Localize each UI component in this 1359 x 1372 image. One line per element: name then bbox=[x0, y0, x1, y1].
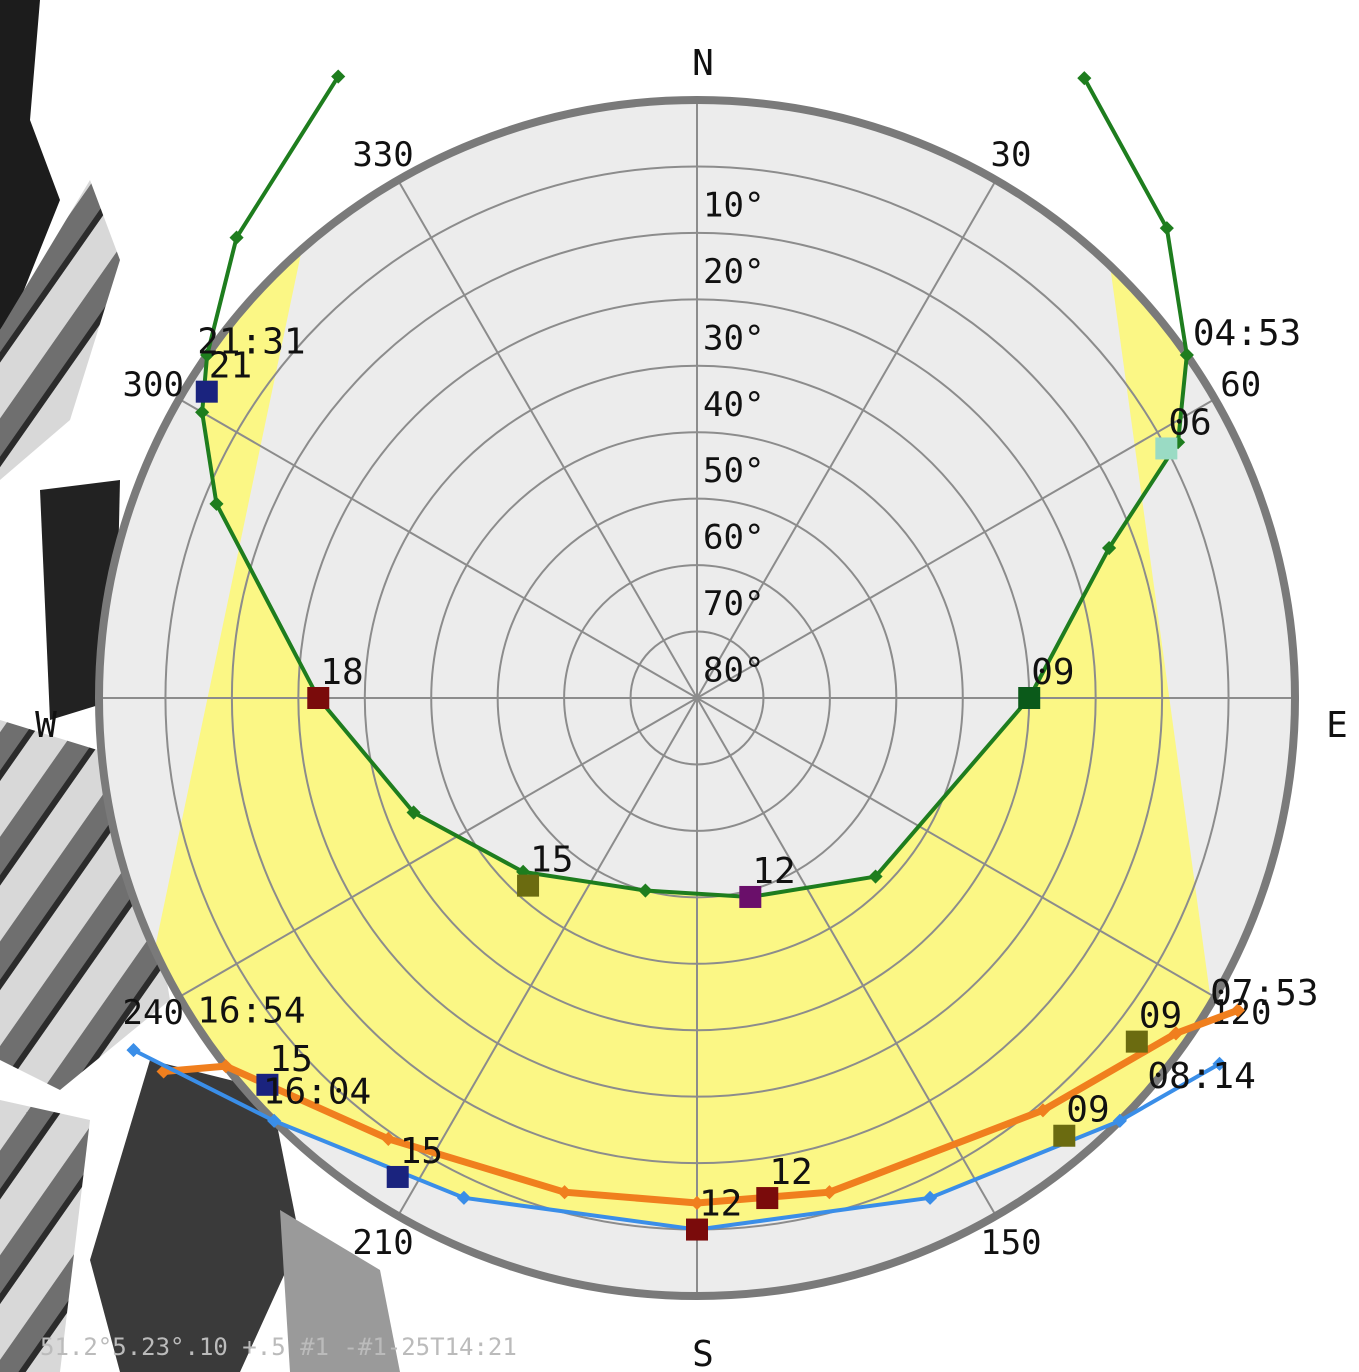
path-vertex bbox=[209, 496, 224, 511]
daylight-band bbox=[133, 100, 1220, 1230]
path-vertex bbox=[381, 1131, 396, 1146]
hour-label: 09 bbox=[1031, 652, 1074, 693]
hour-label: 18 bbox=[320, 652, 363, 693]
azimuth-label: 60 bbox=[1220, 365, 1261, 405]
hour-marker bbox=[386, 1165, 409, 1188]
hour-label: 09 bbox=[1066, 1090, 1109, 1131]
path-vertex bbox=[267, 1113, 282, 1128]
hour-marker bbox=[1125, 1030, 1148, 1053]
azimuth-label: 240 bbox=[123, 993, 184, 1033]
cardinal-east: E bbox=[1326, 705, 1348, 746]
elevation-label: 40° bbox=[703, 385, 764, 425]
azimuth-label: 150 bbox=[980, 1223, 1041, 1263]
azimuth-spoke bbox=[178, 398, 698, 699]
hour-label: 06 bbox=[1168, 402, 1211, 443]
path-vertex bbox=[195, 405, 210, 420]
path-vertex bbox=[456, 1190, 472, 1205]
hour-marker bbox=[256, 1073, 279, 1096]
hour-marker bbox=[1018, 687, 1041, 709]
event-time-label: 04:53 bbox=[1193, 313, 1301, 354]
plot-rim bbox=[95, 96, 1299, 1300]
path-vertex bbox=[822, 1185, 837, 1200]
hour-label: 12 bbox=[699, 1184, 742, 1225]
azimuth-spoke bbox=[397, 697, 698, 1217]
hour-marker bbox=[1155, 437, 1178, 460]
hour-marker bbox=[195, 380, 218, 403]
daylight-band-layer bbox=[133, 100, 1220, 1230]
hour-label: 12 bbox=[752, 851, 795, 892]
footer-text: 51.2°5.23°.10 +.5 #1 -#1-25T14:21 bbox=[40, 1333, 517, 1361]
elevation-label: 30° bbox=[703, 318, 764, 358]
azimuth-spoke bbox=[696, 697, 1216, 998]
elevation-label: 50° bbox=[703, 451, 764, 491]
azimuth-labels: 3060120150210240300330 bbox=[123, 135, 1272, 1263]
path-vertex bbox=[638, 883, 653, 898]
azimuth-spoke bbox=[696, 179, 997, 699]
elevation-labels: 10° 20° 30° 40° 50° 60° 70° 80° bbox=[703, 185, 764, 690]
path-vertex bbox=[1112, 1113, 1127, 1128]
elevation-label: 80° bbox=[703, 651, 764, 691]
path-vertex bbox=[200, 347, 215, 363]
path-vertex bbox=[1159, 221, 1174, 236]
hour-label: 15 bbox=[530, 840, 573, 881]
hour-marker bbox=[1053, 1124, 1076, 1147]
hour-label: 09 bbox=[1139, 996, 1182, 1037]
elevation-label: 20° bbox=[703, 252, 764, 292]
path-vertex bbox=[1102, 540, 1117, 556]
path-vertex bbox=[218, 1059, 233, 1074]
path-vertex bbox=[557, 1185, 572, 1200]
path-vertex bbox=[331, 69, 346, 84]
azimuth-label: 300 bbox=[123, 365, 184, 405]
hour-marker bbox=[517, 874, 540, 897]
path-vertex bbox=[689, 1195, 705, 1211]
event-labels: 21:31 04:53 16:54 07:53 16:04 08:14 bbox=[197, 313, 1318, 1112]
path-vertex bbox=[922, 1190, 938, 1205]
event-time-label: 16:04 bbox=[263, 1071, 371, 1112]
path-vertex bbox=[1212, 1056, 1227, 1071]
path-vertex bbox=[406, 805, 421, 820]
hour-label: 12 bbox=[769, 1152, 812, 1193]
cardinal-west: W bbox=[35, 705, 57, 746]
path-vertex bbox=[868, 869, 883, 884]
hour-label: 21 bbox=[209, 346, 252, 387]
path-vertex bbox=[229, 230, 244, 245]
elevation-label: 60° bbox=[703, 518, 764, 558]
event-time-label: 07:53 bbox=[1210, 973, 1318, 1014]
cardinal-north: N bbox=[692, 43, 714, 84]
path-vertex bbox=[1168, 1026, 1184, 1041]
path-vertex bbox=[126, 1043, 141, 1058]
hour-label: 15 bbox=[400, 1131, 443, 1172]
path-vertex bbox=[1230, 1003, 1245, 1018]
hour-marker bbox=[739, 885, 762, 908]
path-vertex bbox=[1035, 1103, 1051, 1118]
event-time-label: 16:54 bbox=[197, 990, 305, 1031]
sun-paths bbox=[126, 69, 1245, 1237]
elevation-label: 10° bbox=[703, 185, 764, 225]
azimuth-spoke bbox=[696, 398, 1216, 699]
cardinal-south: S bbox=[692, 1334, 714, 1372]
azimuth-spoke bbox=[178, 697, 698, 998]
hour-marker bbox=[756, 1187, 779, 1210]
azimuth-label: 30 bbox=[990, 135, 1031, 175]
hour-marker bbox=[686, 1218, 708, 1241]
elevation-label: 70° bbox=[703, 584, 764, 624]
path-vertex bbox=[1077, 71, 1092, 86]
hour-markers: 21 18 15 12 09 06 15 12 09 15 12 09 bbox=[195, 346, 1212, 1241]
azimuth-label: 330 bbox=[352, 135, 413, 175]
event-time-label: 21:31 bbox=[197, 322, 305, 363]
azimuth-spoke bbox=[397, 179, 698, 699]
azimuth-spoke bbox=[696, 697, 997, 1217]
hour-marker bbox=[307, 687, 330, 709]
event-time-label: 08:14 bbox=[1147, 1056, 1255, 1097]
azimuth-label: 210 bbox=[352, 1223, 413, 1263]
path-vertex bbox=[1179, 347, 1194, 363]
hour-label: 15 bbox=[269, 1039, 312, 1080]
